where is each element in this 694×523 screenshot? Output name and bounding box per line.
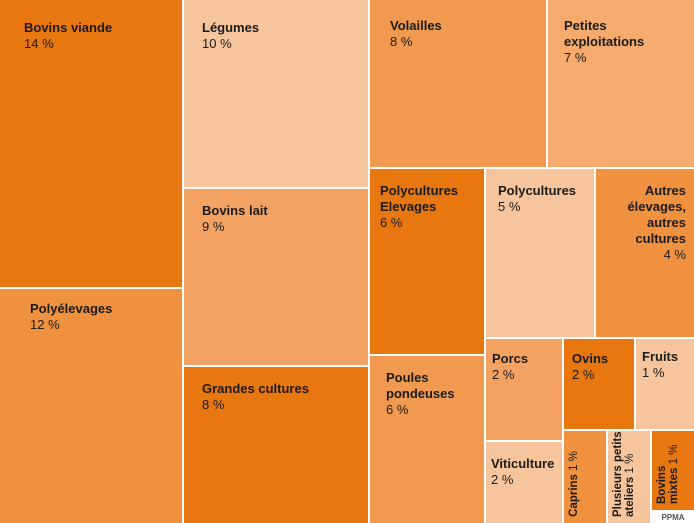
- label-group: Caprins 1 %: [568, 451, 580, 517]
- category-label: Autres élevages, autres cultures: [627, 183, 686, 246]
- value-label: 9 %: [202, 219, 225, 234]
- category-label: Porcs: [492, 351, 529, 366]
- value-label: 2 %: [492, 367, 515, 382]
- category-label: Plusieurs petits ateliers: [612, 431, 636, 517]
- tile: Bovins mixtes 1 %: [652, 431, 694, 510]
- tile: Légumes 10 %: [184, 0, 368, 187]
- value-label: 14 %: [24, 36, 54, 51]
- category-label: Viticulture: [491, 456, 555, 471]
- tile: Plusieurs petits ateliers 1 %: [608, 431, 650, 523]
- tile: Viticulture 2 %: [486, 442, 562, 523]
- tile: Poules pondeuses 6 %: [370, 356, 484, 523]
- tile: Autres élevages, autres cultures 4 %: [596, 169, 694, 337]
- category-label: Petites exploitations: [564, 18, 645, 49]
- label-group: Plusieurs petits ateliers 1 %: [612, 431, 636, 517]
- tile: Bovins lait 9 %: [184, 189, 368, 365]
- value-label: 5 %: [498, 199, 521, 214]
- tile: Petites exploitations 7 %: [548, 0, 694, 167]
- value-label: 6 %: [386, 402, 409, 417]
- category-label: Polycultures Elevages: [380, 183, 459, 214]
- value-label: 6 %: [380, 215, 403, 230]
- category-label: Grandes cultures: [202, 381, 309, 396]
- tile: Ovins 2 %: [564, 339, 634, 429]
- category-label: Polycultures: [498, 183, 577, 198]
- label-group: Bovins mixtes 1 %: [656, 431, 680, 504]
- category-label: Poules pondeuses: [386, 370, 455, 401]
- value-label: 2 %: [572, 367, 595, 382]
- tile: Volailles 8 %: [370, 0, 546, 167]
- tile: Porcs 2 %: [486, 339, 562, 440]
- tile: Caprins 1 %: [564, 431, 606, 523]
- value-label: 1 %: [668, 444, 680, 465]
- value-label: 12 %: [30, 317, 60, 332]
- tile: Grandes cultures 8 %: [184, 367, 368, 523]
- category-label: Caprins: [568, 474, 580, 517]
- tile: Polycultures 5 %: [486, 169, 594, 337]
- tile: Polyélevages 12 %: [0, 289, 182, 523]
- tile: Fruits 1 %: [636, 339, 694, 429]
- category-label: Bovins lait: [202, 203, 268, 218]
- category-label: Bovins viande: [24, 20, 113, 35]
- category-label: Polyélevages: [30, 301, 113, 316]
- value-label: 8 %: [390, 34, 413, 49]
- annotation: PPMA: [652, 512, 694, 523]
- value-label: 1 %: [624, 453, 636, 474]
- category-label: Fruits: [642, 349, 679, 364]
- category-label: Légumes: [202, 20, 260, 35]
- value-label: 8 %: [202, 397, 225, 412]
- category-label: Bovins mixtes: [656, 465, 680, 504]
- tile: Polycultures Elevages 6 %: [370, 169, 484, 354]
- value-label: 2 %: [491, 472, 514, 487]
- value-label: 1 %: [642, 365, 665, 380]
- value-label: 4 %: [663, 247, 686, 262]
- value-label: 10 %: [202, 36, 232, 51]
- value-label: 7 %: [564, 50, 587, 65]
- category-label: Ovins: [572, 351, 609, 366]
- tile: Bovins viande 14 %: [0, 0, 182, 287]
- value-label: 1 %: [568, 451, 580, 471]
- category-label: Volailles: [390, 18, 442, 33]
